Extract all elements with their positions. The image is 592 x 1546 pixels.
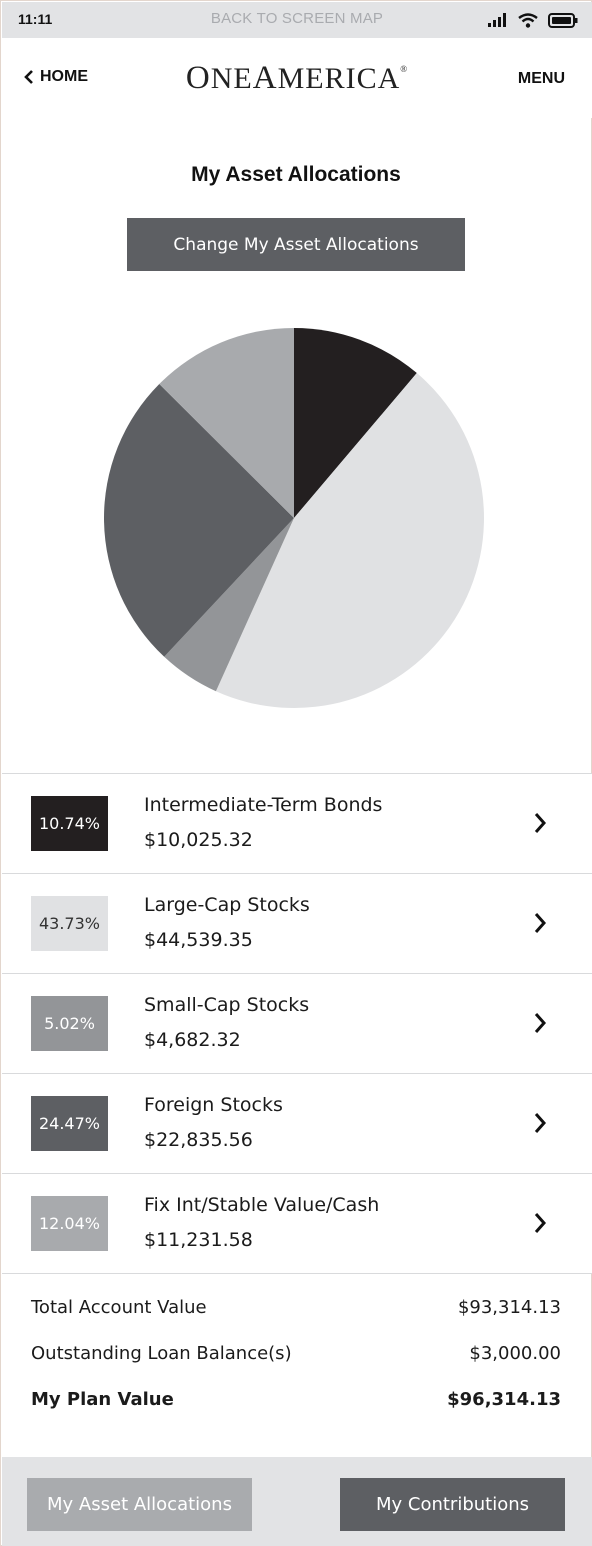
allocation-name: Small-Cap Stocks bbox=[144, 994, 310, 1016]
allocation-name: Intermediate-Term Bonds bbox=[144, 794, 383, 816]
status-icons bbox=[488, 10, 578, 30]
chevron-right-icon bbox=[534, 913, 547, 933]
chevron-right-icon bbox=[534, 1213, 547, 1233]
allocation-percent-badge: 10.74% bbox=[31, 796, 108, 851]
allocation-amount: $22,835.56 bbox=[144, 1129, 253, 1151]
allocation-amount: $4,682.32 bbox=[144, 1029, 241, 1051]
footer-tab-bar: My Asset Allocations My Contributions bbox=[2, 1457, 592, 1546]
chevron-right-icon bbox=[534, 1113, 547, 1133]
allocation-percent-badge: 43.73% bbox=[31, 896, 108, 951]
chevron-right-icon bbox=[534, 1013, 547, 1033]
chevron-left-icon bbox=[24, 70, 33, 84]
allocation-pie-chart bbox=[103, 327, 485, 709]
allocation-row-intermediate-term-bonds[interactable]: 10.74% Intermediate-Term Bonds $10,025.3… bbox=[2, 773, 592, 873]
wifi-icon bbox=[518, 12, 538, 28]
pie-slice-fix-int-stable-value-cash bbox=[159, 328, 294, 518]
allocation-amount: $10,025.32 bbox=[144, 829, 253, 851]
status-time: 11:11 bbox=[18, 11, 53, 27]
home-back-button[interactable]: HOME bbox=[24, 68, 88, 86]
pie-slice-intermediate-term-bonds bbox=[294, 328, 417, 518]
app-header: HOME ONEAMERICA® MENU bbox=[2, 38, 592, 118]
allocation-row-foreign-stocks[interactable]: 24.47% Foreign Stocks $22,835.56 bbox=[2, 1073, 592, 1173]
outstanding-loan-balance-row: Outstanding Loan Balance(s) $3,000.00 bbox=[2, 1337, 592, 1383]
my-plan-value-row: My Plan Value $96,314.13 bbox=[2, 1383, 592, 1429]
allocation-percent-badge: 24.47% bbox=[31, 1096, 108, 1151]
page-title: My Asset Allocations bbox=[191, 163, 401, 186]
total-value: $96,314.13 bbox=[447, 1389, 561, 1410]
status-bar: 11:11 BACK TO SCREEN MAP bbox=[2, 2, 592, 38]
tab-my-asset-allocations[interactable]: My Asset Allocations bbox=[27, 1478, 252, 1531]
total-account-value-row: Total Account Value $93,314.13 bbox=[2, 1291, 592, 1337]
change-asset-allocations-button[interactable]: Change My Asset Allocations bbox=[127, 218, 465, 271]
pie-slice-small-cap-stocks bbox=[164, 518, 294, 692]
allocation-row-large-cap-stocks[interactable]: 43.73% Large-Cap Stocks $44,539.35 bbox=[2, 873, 592, 973]
account-totals: Total Account Value $93,314.13 Outstandi… bbox=[2, 1291, 592, 1429]
oneamerica-logo: ONEAMERICA® bbox=[185, 60, 409, 96]
allocation-list: 10.74% Intermediate-Term Bonds $10,025.3… bbox=[2, 773, 592, 1274]
pie-slice-foreign-stocks bbox=[104, 384, 295, 657]
chevron-right-icon bbox=[534, 813, 547, 833]
menu-button[interactable]: MENU bbox=[517, 70, 565, 87]
total-value: $93,314.13 bbox=[457, 1297, 561, 1318]
total-label: Total Account Value bbox=[31, 1297, 207, 1318]
allocation-amount: $11,231.58 bbox=[144, 1229, 253, 1251]
allocation-percent-badge: 12.04% bbox=[31, 1196, 108, 1251]
home-label: HOME bbox=[40, 68, 88, 85]
allocation-amount: $44,539.35 bbox=[144, 929, 253, 951]
back-to-screen-map-link[interactable]: BACK TO SCREEN MAP bbox=[210, 10, 384, 27]
allocation-percent-badge: 5.02% bbox=[31, 996, 108, 1051]
allocation-row-small-cap-stocks[interactable]: 5.02% Small-Cap Stocks $4,682.32 bbox=[2, 973, 592, 1073]
total-value: $3,000.00 bbox=[469, 1343, 561, 1364]
signal-icon bbox=[488, 13, 506, 27]
pie-svg bbox=[104, 328, 485, 709]
total-label: My Plan Value bbox=[31, 1389, 174, 1410]
battery-icon bbox=[548, 12, 578, 28]
pie-slice-large-cap-stocks bbox=[215, 373, 485, 709]
allocation-name: Fix Int/Stable Value/Cash bbox=[144, 1194, 380, 1216]
total-label: Outstanding Loan Balance(s) bbox=[31, 1343, 292, 1364]
tab-my-contributions[interactable]: My Contributions bbox=[340, 1478, 565, 1531]
allocation-name: Foreign Stocks bbox=[144, 1094, 283, 1116]
allocation-name: Large-Cap Stocks bbox=[144, 894, 310, 916]
allocation-row-fix-int-stable-value-cash[interactable]: 12.04% Fix Int/Stable Value/Cash $11,231… bbox=[2, 1173, 592, 1274]
